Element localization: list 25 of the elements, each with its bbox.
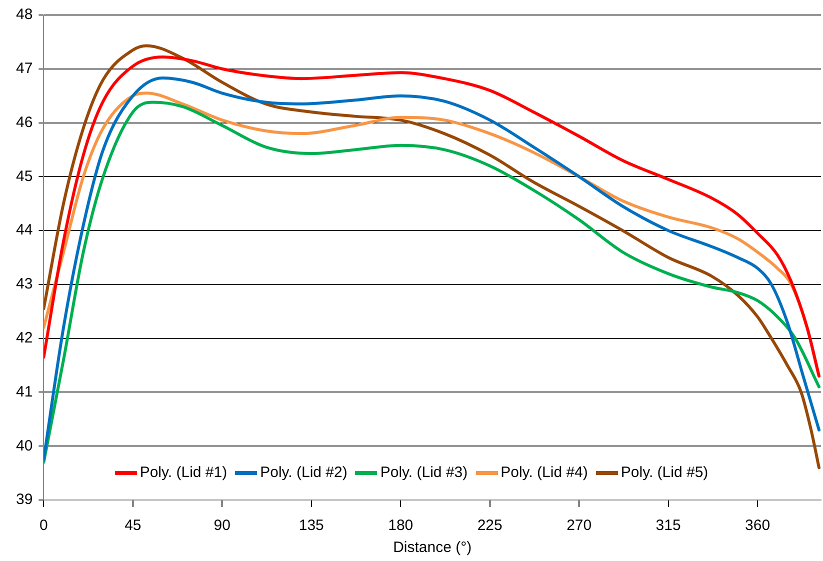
x-tick-label: 180 (388, 517, 414, 534)
y-tick-label: 41 (16, 383, 33, 400)
legend-label: Poly. (Lid #3) (380, 464, 468, 481)
x-tick-label: 315 (656, 517, 681, 534)
x-tick-label: 225 (477, 517, 502, 534)
x-axis-title: Distance (°) (393, 539, 472, 556)
x-tick-label: 360 (745, 517, 770, 534)
legend-label: Poly. (Lid #1) (140, 464, 228, 481)
x-tick-label: 135 (298, 517, 324, 534)
y-tick-label: 48 (16, 6, 33, 24)
y-tick-label: 46 (16, 114, 33, 131)
y-tick-label: 44 (16, 222, 33, 239)
x-tick-label: 45 (124, 517, 142, 534)
legend-label: Poly. (Lid #4) (500, 464, 588, 481)
x-tick-label: 90 (214, 517, 230, 534)
y-tick-label: 39 (16, 491, 33, 508)
legend-label: Poly. (Lid #2) (260, 464, 348, 481)
y-tick-label: 43 (16, 276, 33, 293)
y-tick-label: 45 (16, 168, 33, 185)
y-tick-label: 40 (16, 437, 33, 454)
x-tick-label: 270 (566, 517, 592, 534)
y-tick-label: 42 (16, 329, 33, 346)
legend-label: Poly. (Lid #5) (620, 464, 708, 481)
x-tick-label: 0 (40, 517, 48, 534)
y-tick-label: 47 (16, 60, 33, 78)
